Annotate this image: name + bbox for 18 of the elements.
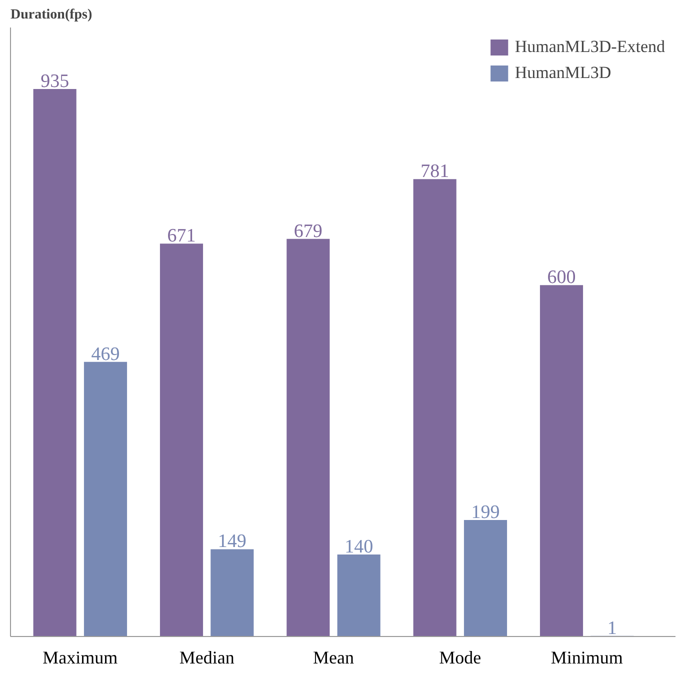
data-label: 1 — [607, 618, 617, 639]
data-label: 199 — [471, 502, 500, 523]
data-label: 781 — [420, 161, 450, 182]
x-tick-label: Minimum — [550, 648, 623, 668]
y-axis-title: Duration(fps) — [10, 8, 93, 22]
x-tick-label: Maximum — [42, 648, 118, 668]
x-tick-label: Mean — [313, 648, 354, 668]
data-label: 679 — [294, 220, 322, 242]
legend-label: HumanML3D — [514, 63, 612, 83]
data-label: 469 — [91, 344, 120, 365]
data-label: 140 — [344, 536, 374, 558]
x-tick-label: Median — [179, 648, 234, 668]
data-label: 149 — [218, 531, 246, 552]
data-label: 600 — [547, 267, 576, 288]
legend-label: HumanML3D-Extend — [514, 37, 665, 57]
data-label: 935 — [40, 70, 70, 92]
x-tick-label: Mode — [439, 648, 482, 668]
data-label: 671 — [167, 226, 196, 247]
